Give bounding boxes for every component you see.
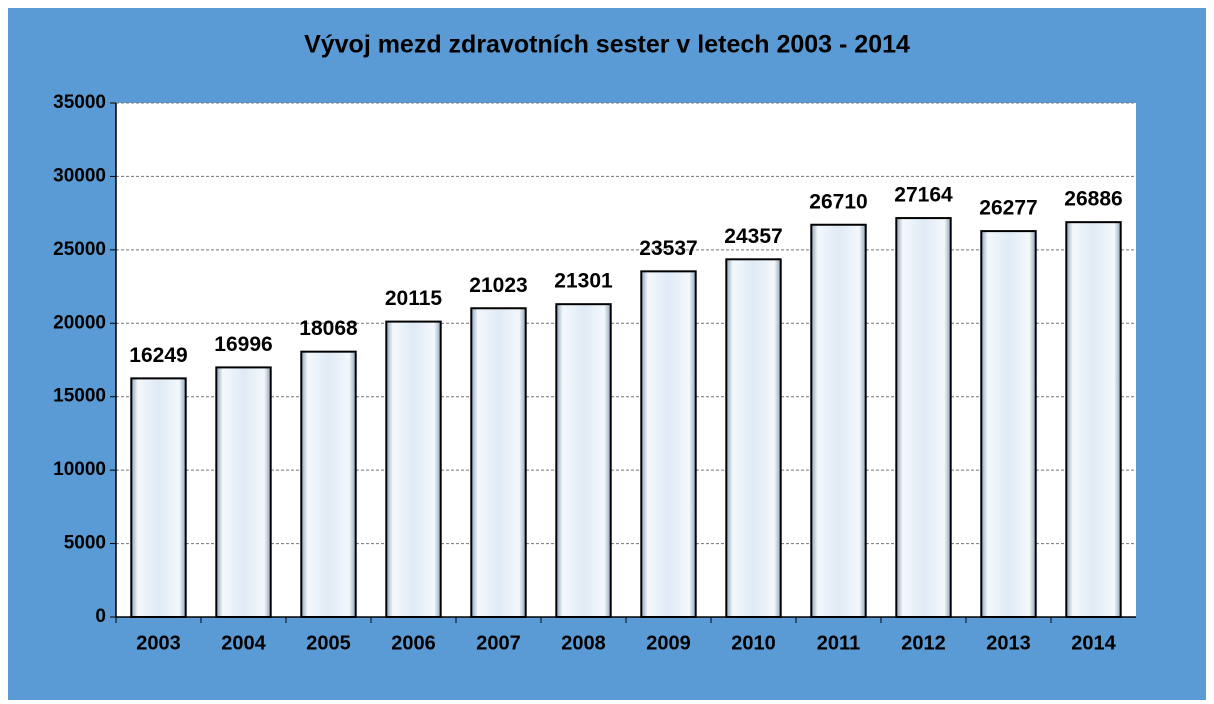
y-tick-label: 5000 xyxy=(64,533,106,554)
bar xyxy=(725,258,782,618)
data-label: 18068 xyxy=(299,317,358,340)
bar xyxy=(555,303,612,618)
x-tick-label: 2007 xyxy=(476,632,521,654)
data-label: 26886 xyxy=(1064,188,1122,211)
x-tick-label: 2006 xyxy=(391,632,436,654)
data-label: 26277 xyxy=(979,197,1037,220)
bar xyxy=(640,270,697,618)
y-tick-label: 30000 xyxy=(53,165,106,186)
bar xyxy=(1065,221,1122,618)
data-label: 20115 xyxy=(385,287,443,310)
bar xyxy=(300,350,357,618)
x-tick-label: 2011 xyxy=(817,632,860,654)
y-tick-label: 35000 xyxy=(53,92,106,113)
data-label: 23537 xyxy=(639,237,697,260)
y-tick-label: 10000 xyxy=(53,459,106,480)
y-tick-label: 15000 xyxy=(53,386,106,407)
x-tick-label: 2005 xyxy=(306,632,351,654)
bar xyxy=(810,223,867,618)
data-label: 16249 xyxy=(129,344,187,367)
bar xyxy=(980,230,1037,618)
chart-title: Vývoj mezd zdravotních sester v letech 2… xyxy=(304,31,910,59)
bar xyxy=(130,377,187,618)
data-label: 27164 xyxy=(894,184,953,207)
x-tick-label: 2010 xyxy=(731,632,776,654)
x-tick-label: 2008 xyxy=(561,632,606,654)
y-tick-label: 0 xyxy=(95,606,106,627)
data-label: 21301 xyxy=(554,270,613,293)
plot-area xyxy=(116,103,1136,617)
x-tick-label: 2013 xyxy=(986,632,1031,654)
x-tick-label: 2009 xyxy=(646,632,691,654)
data-label: 26710 xyxy=(809,190,867,213)
x-tick-label: 2003 xyxy=(136,632,181,654)
bar xyxy=(895,217,952,618)
x-tick-label: 2014 xyxy=(1071,632,1116,654)
y-tick-label: 20000 xyxy=(53,312,106,333)
data-label: 21023 xyxy=(469,274,527,297)
bar xyxy=(385,320,442,618)
data-label: 16996 xyxy=(214,333,272,356)
y-tick-label: 25000 xyxy=(53,239,106,260)
x-tick-label: 2004 xyxy=(221,632,266,654)
x-tick-label: 2012 xyxy=(901,632,946,654)
data-label: 24357 xyxy=(724,225,782,248)
bar xyxy=(470,307,527,618)
bar xyxy=(215,366,272,619)
